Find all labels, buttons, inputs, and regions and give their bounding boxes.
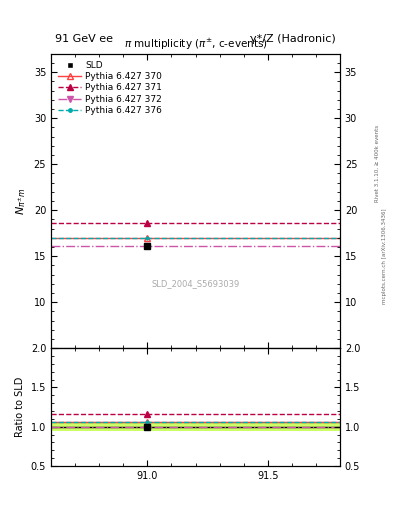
Legend: SLD, Pythia 6.427 370, Pythia 6.427 371, Pythia 6.427 372, Pythia 6.427 376: SLD, Pythia 6.427 370, Pythia 6.427 371,… [55, 57, 166, 119]
Y-axis label: Ratio to SLD: Ratio to SLD [15, 377, 25, 437]
Y-axis label: $N_{\pi^{\pm}m}$: $N_{\pi^{\pm}m}$ [15, 187, 28, 215]
Title: $\pi$ multiplicity ($\pi^{\pm}$, c-events): $\pi$ multiplicity ($\pi^{\pm}$, c-event… [124, 37, 267, 52]
Text: 91 GeV ee: 91 GeV ee [55, 33, 113, 44]
Text: mcplots.cern.ch [arXiv:1306.3436]: mcplots.cern.ch [arXiv:1306.3436] [382, 208, 387, 304]
Text: SLD_2004_S5693039: SLD_2004_S5693039 [151, 279, 240, 288]
Text: Rivet 3.1.10, ≥ 400k events: Rivet 3.1.10, ≥ 400k events [375, 125, 380, 202]
Text: γ*/Z (Hadronic): γ*/Z (Hadronic) [250, 33, 336, 44]
Bar [51, 422, 340, 432]
